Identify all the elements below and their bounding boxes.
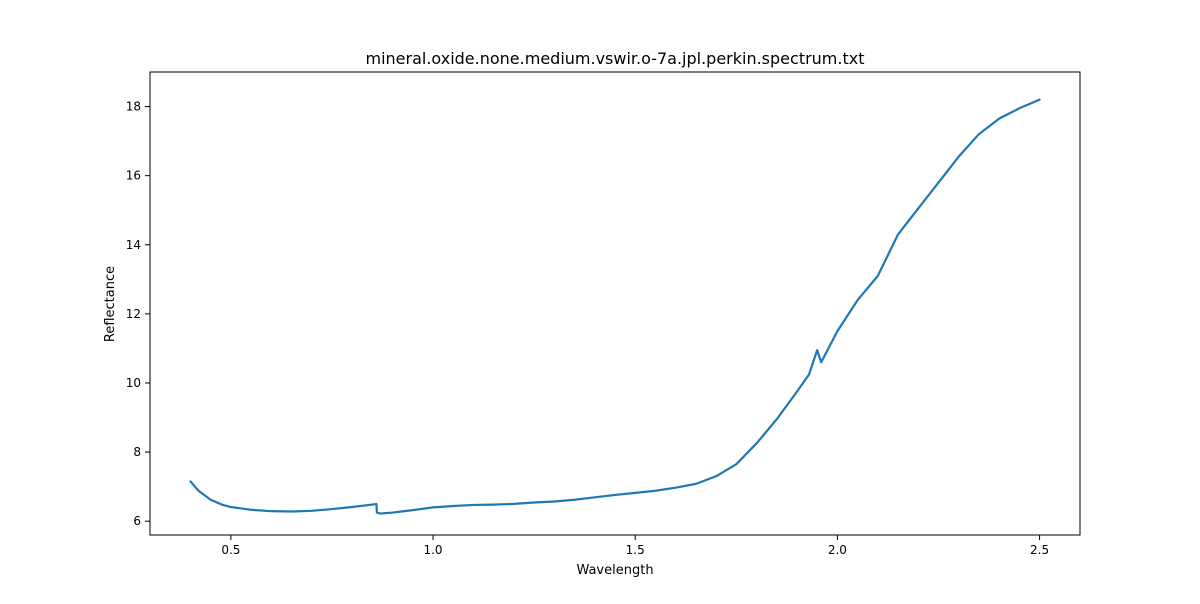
x-tick-label: 1.0	[423, 543, 442, 557]
y-tick-label: 12	[126, 307, 141, 321]
y-tick-label: 10	[126, 376, 141, 390]
y-axis-ticks: 6 8 10 12 14 16 18	[126, 100, 150, 528]
x-axis-ticks: 0.5 1.0 1.5 2.0 2.5	[221, 535, 1049, 557]
y-tick-label: 8	[133, 445, 141, 459]
axes-frame	[149, 71, 1081, 536]
y-axis-label: Reflectance	[103, 266, 118, 342]
x-axis-label: Wavelength	[576, 563, 653, 578]
x-tick-label: 1.5	[626, 543, 645, 557]
plot-area	[189, 98, 1041, 515]
spectrum-line-series-0	[189, 98, 1041, 515]
x-tick-label: 2.5	[1030, 543, 1049, 557]
y-tick-label: 18	[126, 100, 141, 114]
y-tick-label: 16	[126, 169, 141, 183]
x-tick-label: 2.0	[828, 543, 847, 557]
chart-title: mineral.oxide.none.medium.vswir.o-7a.jpl…	[366, 49, 865, 68]
y-tick-label: 14	[126, 238, 141, 252]
y-tick-label: 6	[133, 514, 141, 528]
x-tick-label: 0.5	[221, 543, 240, 557]
